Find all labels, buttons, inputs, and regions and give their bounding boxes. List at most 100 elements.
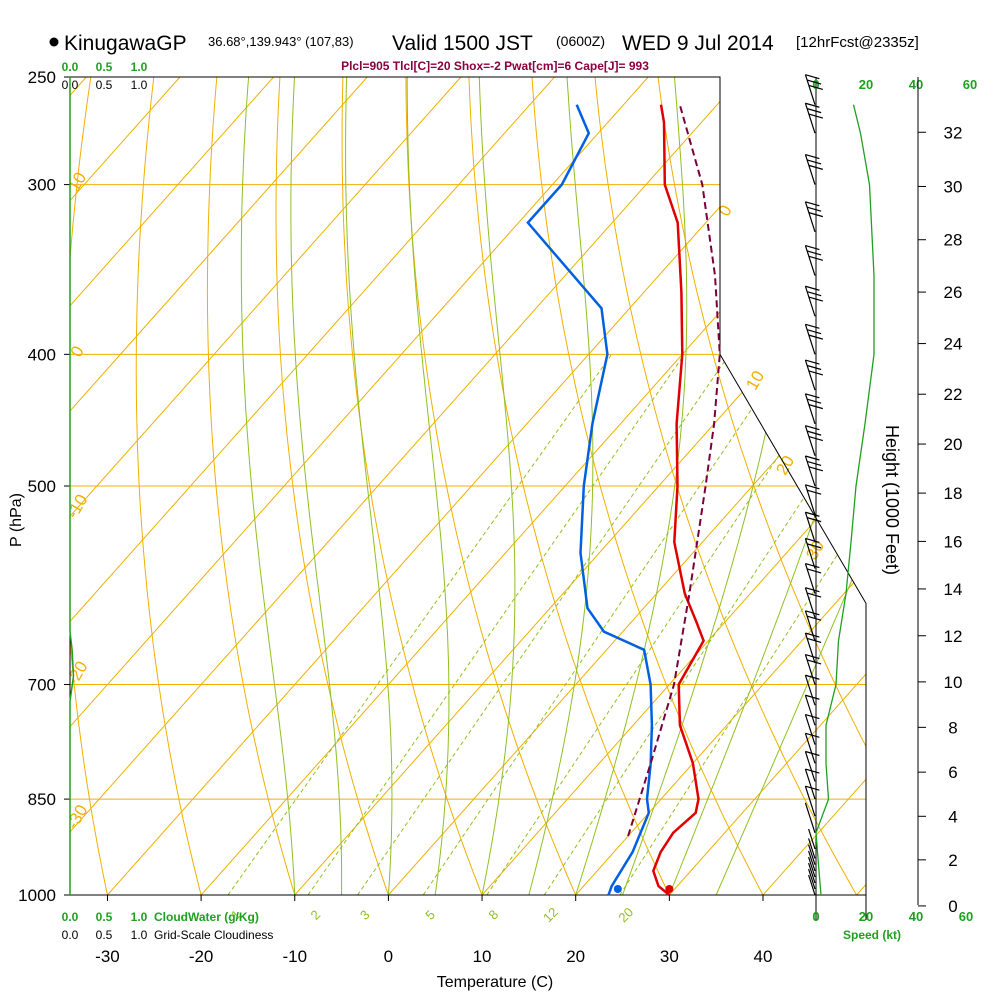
wind-barb — [808, 844, 816, 865]
cloudwater-top-tick: 0.0 — [62, 60, 79, 74]
mixing-ratio-line — [307, 354, 685, 895]
wind-barb-flag — [806, 489, 822, 495]
temperature-tick-label: 10 — [473, 947, 492, 966]
wind-barb-staff — [808, 828, 816, 850]
surface-dewpoint-marker — [613, 885, 622, 893]
wind-barb-flag — [808, 296, 824, 302]
wind-barb — [804, 393, 824, 425]
wind-barb-staff — [804, 610, 816, 641]
cloudiness-top-tick: 1.0 — [131, 78, 148, 92]
wind-barb-staff — [804, 359, 816, 391]
dry-adiabat — [405, 77, 577, 895]
valid-zulu: (0600Z) — [556, 33, 605, 49]
wind-barb-flag — [805, 768, 820, 774]
wind-barb-flag — [808, 435, 824, 442]
wind-speed-top-tick: 20 — [859, 77, 873, 92]
x-axis-title: Temperature (C) — [437, 974, 553, 991]
mixing-ratio-line — [422, 354, 790, 895]
wind-speed-profile — [815, 104, 875, 896]
pressure-tick-label: 1000 — [18, 886, 56, 905]
moist-adiabat — [715, 77, 866, 895]
isotherm-line — [70, 77, 743, 895]
wind-barb — [808, 874, 816, 896]
dry-adiabat — [206, 77, 296, 895]
cloudwater-top-tick: 1.0 — [131, 60, 148, 74]
wind-barb — [804, 102, 824, 134]
pressure-tick-label: 500 — [28, 477, 56, 496]
wind-barb-flag — [805, 632, 820, 638]
height-tick-label: 20 — [944, 435, 963, 454]
wind-barb-flag — [806, 430, 822, 436]
wind-barb — [808, 868, 816, 890]
cloudwater-profile — [69, 77, 75, 895]
dry-adiabat — [341, 77, 483, 895]
height-tick-label: 12 — [944, 627, 963, 646]
isotherm-line — [70, 77, 368, 895]
wind-barb-flag — [806, 79, 822, 85]
isotherm-line — [70, 77, 555, 895]
temperature-tick-label: -30 — [95, 947, 120, 966]
moist-adiabat — [240, 77, 296, 895]
wind-barb-staff — [808, 874, 816, 896]
wind-panel: 0 20 40 600 20 40 60 — [804, 74, 977, 924]
isotherm-line — [388, 77, 866, 895]
wind-barb-staff — [804, 768, 816, 800]
height-tick-label: 8 — [948, 718, 957, 737]
stability-indices: Plcl=905 Tlcl[C]=20 Shox=-2 Pwat[cm]=6 C… — [341, 59, 649, 73]
mixing-ratio-label: 20 — [615, 904, 636, 925]
height-tick-label: 14 — [944, 580, 963, 599]
wind-barb-staff — [808, 838, 816, 859]
wind-barb — [804, 154, 824, 185]
wind-barb-flag — [808, 255, 824, 261]
cloudwater-bottom-tick: 1.0 — [131, 910, 148, 924]
forecast-label: [12hrFcst@2335z] — [796, 34, 919, 51]
wind-barb-staff — [808, 856, 816, 878]
mixing-ratio-line — [486, 354, 847, 895]
wind-barb — [808, 862, 816, 884]
dry-adiabat — [70, 77, 108, 895]
mixing-ratio-line — [227, 354, 613, 895]
wind-barb — [804, 323, 824, 355]
height-tick-label: 32 — [944, 123, 963, 142]
wind-barb-flag — [808, 466, 824, 472]
wind-speed-tick: 40 — [909, 909, 923, 924]
isotherm-line — [294, 77, 866, 895]
temperature-tick-label: 30 — [660, 947, 679, 966]
wind-barb-flag — [805, 484, 820, 490]
wind-barb — [804, 768, 820, 800]
wind-barb — [808, 828, 816, 850]
wind-barb — [804, 359, 824, 391]
temperature-tick-label: -10 — [282, 947, 307, 966]
pressure-tick-label: 250 — [28, 68, 56, 87]
cloudwater-bottom-tick: 0.0 — [62, 910, 79, 924]
temperature-trace — [651, 104, 705, 896]
wind-barb-flag — [808, 164, 824, 170]
pressure-tick-label: 300 — [28, 176, 56, 195]
wind-barb-staff — [804, 512, 816, 543]
wind-barb-flag — [806, 108, 822, 114]
dry-adiabat — [657, 77, 866, 895]
wind-barb — [804, 587, 822, 618]
mixing-ratio-label: 8 — [486, 907, 502, 923]
wind-barb-staff — [804, 675, 816, 706]
mixing-ratio-label: 12 — [540, 904, 561, 925]
wind-barb-flag — [808, 113, 824, 119]
moist-adiabat — [528, 77, 594, 895]
dry-adiabat — [275, 77, 389, 895]
isotherm-label: -10 — [63, 491, 92, 522]
wind-barb — [808, 856, 816, 878]
surface-temperature-marker — [665, 885, 674, 893]
wind-barb-flag — [805, 511, 820, 517]
wind-barb-staff — [804, 393, 816, 425]
wind-barb — [804, 285, 824, 317]
cloudiness-top-tick: 0.5 — [96, 78, 113, 92]
wind-barb-staff — [804, 563, 816, 594]
cloudiness-label: Grid-Scale Cloudiness — [154, 928, 273, 942]
wind-barb-flag — [805, 102, 820, 108]
mixing-ratio-line — [357, 354, 730, 895]
dry-adiabat — [531, 77, 764, 895]
wind-barb-staff — [804, 103, 816, 134]
